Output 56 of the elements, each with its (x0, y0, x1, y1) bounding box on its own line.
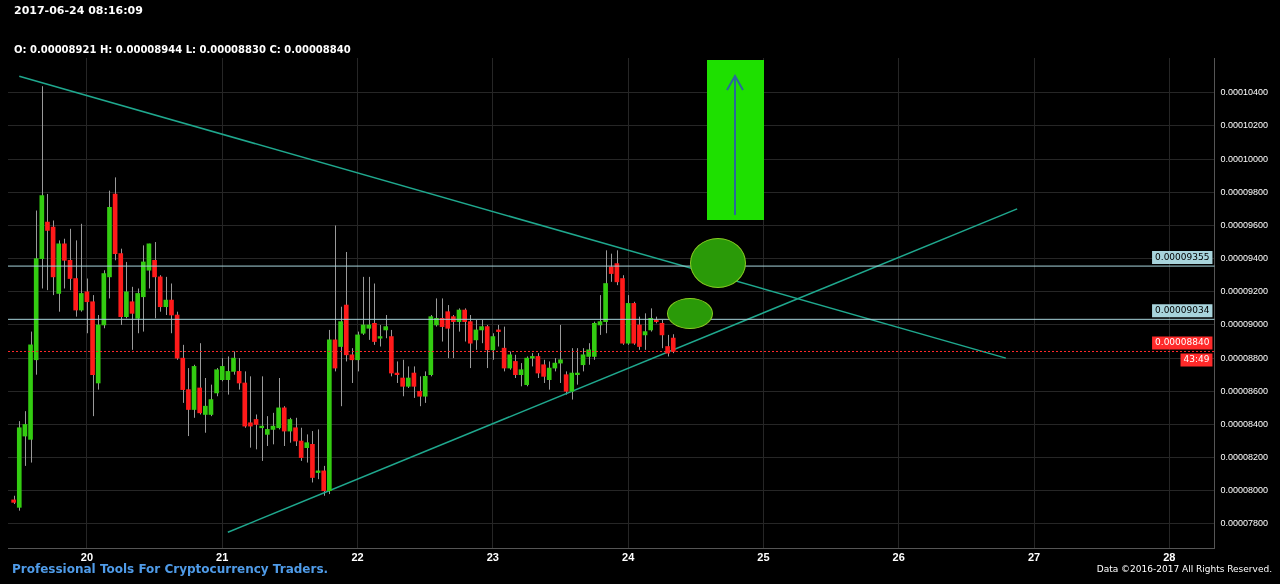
x-tick-label: 23 (486, 551, 499, 564)
y-tick-label: 0.00010400 (1220, 87, 1269, 98)
candlestick (293, 417, 298, 447)
candlestick (281, 405, 287, 447)
y-tick-label: 0.00009400 (1220, 253, 1269, 264)
candlestick (377, 324, 383, 348)
candlestick (383, 314, 389, 339)
ref-line-label: 0.00008840 (1155, 337, 1210, 348)
candlestick (513, 354, 518, 379)
y-tick-label: 0.00008600 (1220, 385, 1269, 396)
text: Data ©2016-2017 All Rights Reserved. (1096, 564, 1272, 574)
candlestick (648, 307, 654, 333)
candlestick (169, 283, 174, 334)
y-tick-label: 0.00009000 (1220, 319, 1269, 330)
y-tick-label: 0.00008200 (1220, 452, 1269, 463)
candlestick (422, 370, 428, 404)
candlestick (558, 324, 563, 384)
candlestick (78, 223, 84, 313)
x-tick-label: 25 (757, 551, 770, 564)
x-tick-label: 28 (1163, 551, 1176, 564)
x-tick-label: 22 (351, 551, 364, 564)
candlestick (507, 350, 513, 371)
candlestick (129, 286, 135, 351)
candlestick (405, 365, 411, 389)
y-tick-label: 0.00009200 (1220, 286, 1269, 297)
text: Professional Tools For Cryptocurrency Traders. (12, 562, 329, 576)
y-tick-label: 0.00010200 (1220, 120, 1269, 131)
ref-line-label: 0.00009034 (1155, 305, 1210, 316)
chart-title: 2017-06-24 08:16:09 (14, 4, 143, 17)
candlestick (546, 360, 552, 391)
candlestick (563, 370, 569, 396)
annotation: 43:49 (1183, 354, 1210, 365)
y-tick-label: 0.00009800 (1220, 186, 1269, 197)
candlestick (152, 241, 157, 319)
x-tick-label: 21 (216, 551, 229, 564)
y-tick-label: 0.00008800 (1220, 352, 1269, 363)
y-tick-label: 0.00009600 (1220, 219, 1269, 230)
candlestick (484, 324, 490, 369)
candlestick (417, 375, 422, 407)
ref-line-label: 0.00009355 (1155, 251, 1210, 262)
x-tick-label: 20 (80, 551, 94, 564)
candlestick (304, 433, 310, 464)
candlestick (259, 375, 265, 462)
y-tick-label: 0.00008400 (1220, 418, 1269, 429)
candlestick (479, 319, 484, 344)
x-tick-label: 26 (892, 551, 905, 564)
candlestick (372, 283, 377, 346)
x-tick-label: 27 (1027, 551, 1041, 564)
y-tick-label: 0.00010000 (1220, 153, 1269, 164)
candlestick (496, 324, 501, 348)
candlestick (400, 359, 405, 397)
y-tick-label: 0.00007800 (1220, 518, 1269, 529)
y-tick-label: 0.00008000 (1220, 485, 1269, 496)
chart-subtitle: O: 0.00008921 H: 0.00008944 L: 0.00008830 C: 0.00008840 (14, 44, 351, 55)
x-tick-label: 24 (622, 551, 636, 564)
candlestick (321, 465, 327, 497)
